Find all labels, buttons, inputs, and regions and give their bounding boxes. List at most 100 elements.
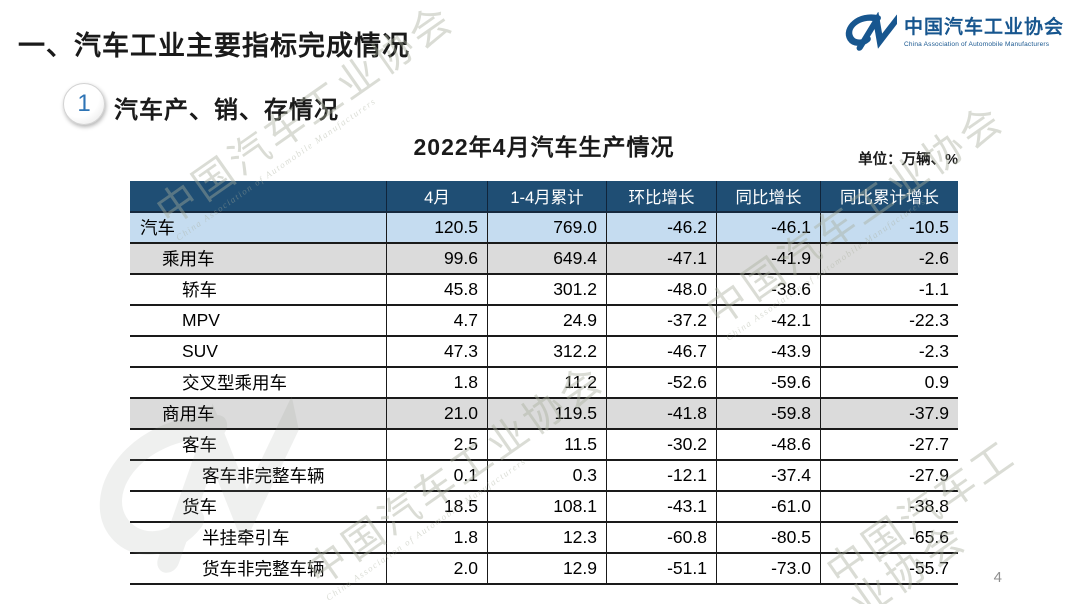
column-header-blank [130,181,386,211]
row-value: -52.6 [606,368,716,397]
row-value: 4.7 [386,306,487,335]
row-value: -48.0 [606,275,716,304]
row-value: 119.5 [487,399,606,428]
page-number: 4 [993,569,1002,586]
row-value: -41.8 [606,399,716,428]
row-label: 轿车 [182,280,217,300]
row-value: -48.6 [716,430,820,459]
row-label: 货车非完整车辆 [202,559,325,579]
row-value: -47.1 [606,244,716,273]
row-value: 11.2 [487,368,606,397]
row-label: 客车 [182,435,217,455]
table-row: 乘用车 99.6 649.4 -47.1 -41.9 -2.6 [130,244,958,275]
row-value: -46.2 [606,213,716,242]
row-value: -38.8 [820,492,958,521]
row-value: -22.3 [820,306,958,335]
caam-logo-text: 中国汽车工业协会 China Association of Automobile… [903,16,1064,48]
row-value: -43.9 [716,337,820,366]
row-value: 0.9 [820,368,958,397]
row-value: -80.5 [716,523,820,552]
row-value: -73.0 [716,554,820,583]
table-row: 货车非完整车辆 2.0 12.9 -51.1 -73.0 -55.7 [130,554,958,585]
row-value: -55.7 [820,554,958,583]
row-value: -37.4 [716,461,820,490]
table-row: 交叉型乘用车 1.8 11.2 -52.6 -59.6 0.9 [130,368,958,399]
table-header-row: 4月 1-4月累计 环比增长 同比增长 同比累计增长 [130,181,958,213]
row-value: 2.5 [386,430,487,459]
row-label: 客车非完整车辆 [202,466,325,486]
caam-logo: 中国汽车工业协会 China Association of Automobile… [837,12,1064,54]
row-value: -42.1 [716,306,820,335]
production-table-body: 汽车 120.5 769.0 -46.2 -46.1 -10.5 乘用车 99.6 649.4-… [130,213,958,585]
row-label: 商用车 [162,404,215,424]
row-value: 2.0 [386,554,487,583]
row-value: 108.1 [487,492,606,521]
row-value: -43.1 [606,492,716,521]
row-value: 120.5 [386,213,487,242]
row-label: 汽车 [140,218,175,238]
table-row: 商用车 21.0 119.5 -41.8 -59.8 -37.9 [130,399,958,430]
row-value: 301.2 [487,275,606,304]
row-value: -37.9 [820,399,958,428]
row-value: 47.3 [386,337,487,366]
row-value: -41.9 [716,244,820,273]
row-value: -65.6 [820,523,958,552]
table-title: 2022年4月汽车生产情况 [413,134,675,160]
row-value: 99.6 [386,244,487,273]
row-value: -59.6 [716,368,820,397]
caam-logo-name-en: China Association of Automobile Manufact… [903,40,1050,48]
row-value: -27.9 [820,461,958,490]
section-title: 汽车产、销、存情况 [114,97,339,124]
caam-logo-name-cn: 中国汽车工业协会 [903,16,1064,38]
table-row: 轿车 45.8 301.2 -48.0 -38.6 -1.1 [130,275,958,306]
row-value: -37.2 [606,306,716,335]
row-value: -59.8 [716,399,820,428]
page-title: 一、汽车工业主要指标完成情况 [18,31,410,61]
table-row: 货车 18.5 108.1 -43.1 -61.0 -38.8 [130,492,958,523]
row-value: 1.8 [386,368,487,397]
row-value: -1.1 [820,275,958,304]
row-value: 0.1 [386,461,487,490]
section-number-badge: 1 [63,83,105,125]
production-table: 4月 1-4月累计 环比增长 同比增长 同比累计增长 汽车 120.5 769.0-… [130,181,958,585]
row-label: 半挂牵引车 [202,528,290,548]
row-value: -27.7 [820,430,958,459]
row-value: 18.5 [386,492,487,521]
row-value: 769.0 [487,213,606,242]
column-header-yoy-cum-growth: 同比累计增长 [820,181,958,211]
row-value: 45.8 [386,275,487,304]
table-row: 客车非完整车辆 0.1 0.3 -12.1 -37.4 -27.9 [130,461,958,492]
row-value: 649.4 [487,244,606,273]
row-value: -60.8 [606,523,716,552]
row-value: -46.7 [606,337,716,366]
row-label: 乘用车 [162,249,215,269]
row-label: 货车 [182,497,217,517]
row-value: 0.3 [487,461,606,490]
row-label: MPV [182,310,220,330]
row-value: -12.1 [606,461,716,490]
unit-label: 单位：万辆、% [858,152,958,168]
row-value: 12.9 [487,554,606,583]
row-value: -2.6 [820,244,958,273]
table-row: 半挂牵引车 1.8 12.3 -60.8 -80.5 -65.6 [130,523,958,554]
caam-cm-logo-icon [845,12,897,51]
row-value: -2.3 [820,337,958,366]
column-header-cumulative: 1-4月累计 [487,181,606,211]
row-value: -46.1 [716,213,820,242]
row-value: 12.3 [487,523,606,552]
table-row: SUV 47.3 312.2 -46.7 -43.9 -2.3 [130,337,958,368]
row-value: -51.1 [606,554,716,583]
row-value: 1.8 [386,523,487,552]
row-label: SUV [182,341,218,361]
row-value: -30.2 [606,430,716,459]
row-value: 11.5 [487,430,606,459]
column-header-mom-growth: 环比增长 [606,181,716,211]
row-value: -61.0 [716,492,820,521]
row-label: 交叉型乘用车 [182,373,287,393]
row-value: 24.9 [487,306,606,335]
table-row: 客车 2.5 11.5 -30.2 -48.6 -27.7 [130,430,958,461]
column-header-month: 4月 [386,181,487,211]
row-value: -10.5 [820,213,958,242]
column-header-yoy-growth: 同比增长 [716,181,820,211]
